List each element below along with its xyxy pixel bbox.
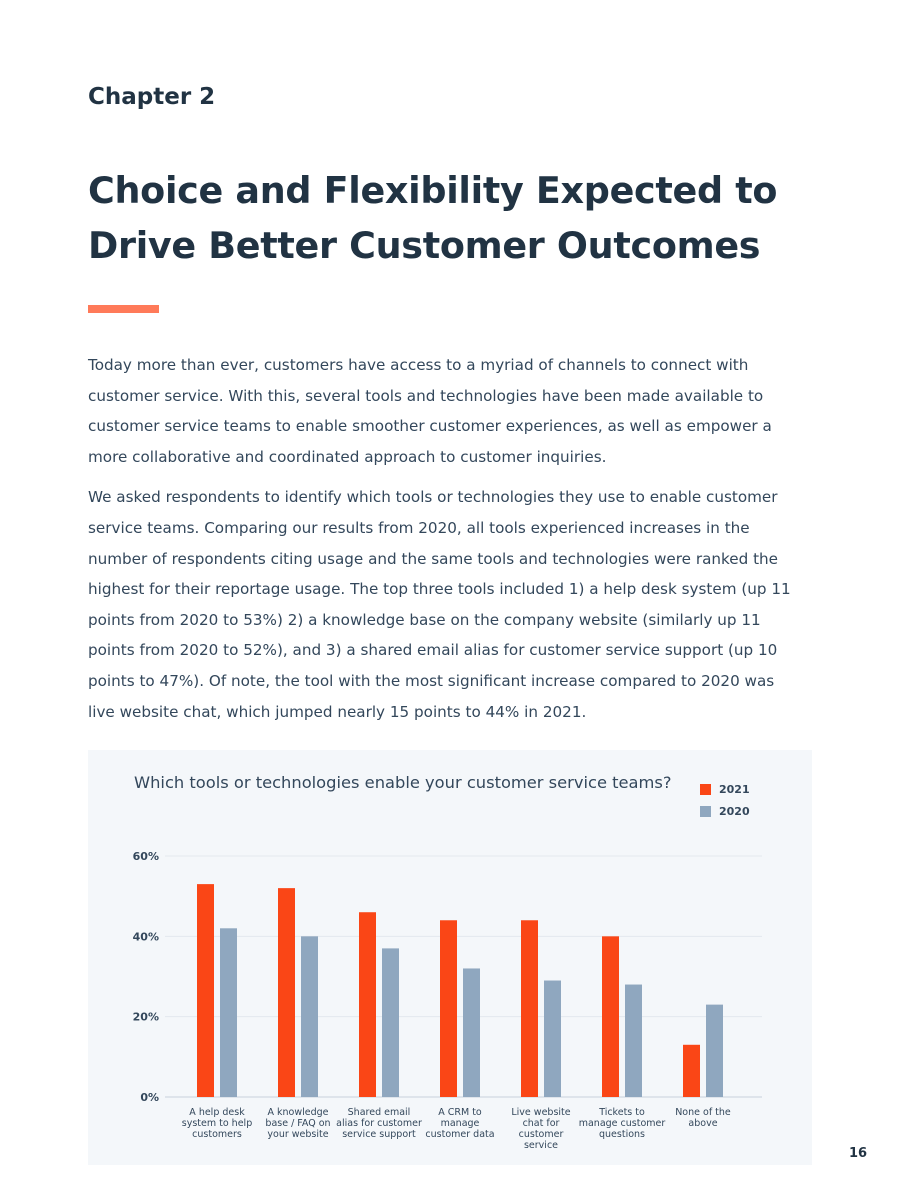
y-tick-label: 20% — [133, 1011, 159, 1024]
chart-title: Which tools or technologies enable your … — [134, 773, 672, 792]
x-tick-label-line: A knowledge — [267, 1107, 328, 1118]
legend-label-2020: 2020 — [719, 804, 750, 818]
bar-2020 — [220, 928, 237, 1097]
body-text: Today more than ever, customers have acc… — [88, 350, 804, 737]
paragraph: We asked respondents to identify which t… — [88, 488, 791, 721]
page-title: Choice and Flexibility Expected to Drive… — [88, 163, 848, 273]
x-tick-label-line: customers — [192, 1129, 242, 1140]
page-number: 16 — [849, 1146, 868, 1161]
bar-2021 — [197, 884, 214, 1097]
paragraph: Today more than ever, customers have acc… — [88, 356, 772, 466]
legend-swatch-2021 — [700, 783, 711, 795]
x-tick-label-line: chat for — [523, 1118, 560, 1129]
x-tick-label-line: None of the — [675, 1107, 731, 1118]
bar-2020 — [463, 968, 480, 1097]
bar-2021 — [359, 912, 376, 1097]
accent-divider — [88, 305, 159, 313]
x-tick-label-line: manage — [441, 1118, 480, 1129]
legend-label-2021: 2021 — [719, 782, 750, 796]
x-tick-label-line: manage customer — [579, 1118, 666, 1129]
x-tick-label: Tickets to manage customer questions — [579, 1107, 666, 1140]
x-tick-label: A help desk system to help customers — [182, 1107, 252, 1140]
x-tick-label-line: A help desk — [189, 1107, 245, 1118]
title-line: Choice and Flexibility Expected to — [88, 169, 778, 212]
bar-2021 — [521, 920, 538, 1097]
bar-2020 — [301, 936, 318, 1097]
legend-swatch-2020 — [700, 805, 711, 817]
x-tick-label-line: customer — [519, 1129, 564, 1140]
bar-2020 — [544, 980, 561, 1097]
bar-2021 — [683, 1044, 700, 1097]
x-tick-label: A knowledge base / FAQ on your website — [265, 1107, 330, 1140]
y-tick-label: 60% — [133, 850, 159, 863]
x-tick-label-line: Live website — [511, 1107, 570, 1118]
x-tick-label: Live website chat for customer service — [511, 1107, 570, 1151]
x-tick-label-line: service support — [342, 1129, 416, 1140]
bar-2020 — [382, 948, 399, 1097]
x-tick-label-line: customer data — [425, 1129, 494, 1140]
x-tick-label-line: questions — [599, 1129, 645, 1140]
bar-2020 — [625, 984, 642, 1097]
x-tick-label-line: above — [688, 1118, 717, 1129]
bar-2020 — [706, 1004, 723, 1097]
chart-legend: 2021 2020 — [700, 778, 750, 822]
x-tick-label-line: Tickets to — [598, 1107, 645, 1118]
y-tick-label: 0% — [140, 1091, 159, 1104]
legend-item-2021: 2021 — [700, 778, 750, 800]
title-line: Drive Better Customer Outcomes — [88, 224, 761, 267]
x-tick-label-line: service — [524, 1140, 558, 1151]
x-tick-label-line: system to help — [182, 1118, 252, 1129]
x-tick-label-line: base / FAQ on — [265, 1118, 330, 1129]
x-tick-label: Shared email alias for customer service su… — [336, 1107, 422, 1140]
bar-2021 — [278, 888, 295, 1097]
x-tick-label-line: Shared email — [348, 1107, 411, 1118]
bar-2021 — [440, 920, 457, 1097]
legend-item-2020: 2020 — [700, 800, 750, 822]
bar-chart: 0%20%40%60%A help desk system to help cust… — [133, 850, 762, 1151]
y-tick-label: 40% — [133, 930, 159, 943]
x-tick-label-line: your website — [267, 1129, 328, 1140]
chapter-label: Chapter 2 — [88, 84, 216, 110]
x-tick-label: None of the above — [675, 1107, 731, 1129]
x-tick-label: A CRM to manage customer data — [425, 1107, 494, 1140]
chart-panel: Which tools or technologies enable your … — [88, 750, 812, 1165]
bar-2021 — [602, 936, 619, 1097]
x-tick-label-line: A CRM to — [438, 1107, 482, 1118]
x-tick-label-line: alias for customer — [336, 1118, 422, 1129]
